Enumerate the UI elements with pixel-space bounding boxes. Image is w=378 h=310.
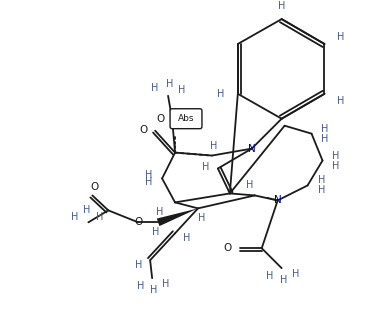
Text: H: H <box>96 212 104 222</box>
Text: H: H <box>71 212 78 222</box>
Text: H: H <box>210 141 218 151</box>
Text: H: H <box>217 89 225 99</box>
Text: H: H <box>338 32 345 42</box>
Text: H: H <box>166 79 174 89</box>
Text: H: H <box>333 151 340 161</box>
Text: H: H <box>291 269 299 279</box>
Text: H: H <box>137 281 144 291</box>
Text: H: H <box>150 285 158 295</box>
Text: H: H <box>152 227 160 237</box>
Text: H: H <box>135 260 142 270</box>
Text: H: H <box>321 134 328 144</box>
FancyBboxPatch shape <box>170 109 202 129</box>
Text: O: O <box>90 183 99 193</box>
Polygon shape <box>157 208 198 226</box>
Text: H: H <box>266 271 274 281</box>
Text: H: H <box>156 207 164 217</box>
Text: H: H <box>280 275 287 285</box>
Text: H: H <box>338 96 345 106</box>
Text: H: H <box>278 1 285 11</box>
Text: H: H <box>246 180 254 190</box>
Text: H: H <box>318 175 325 185</box>
Text: H: H <box>145 170 152 179</box>
Text: O: O <box>139 125 147 135</box>
Text: H: H <box>321 124 328 134</box>
Text: O: O <box>134 217 142 227</box>
Text: H: H <box>183 233 191 243</box>
Text: H: H <box>318 185 325 195</box>
Text: H: H <box>333 161 340 171</box>
Text: H: H <box>151 83 158 93</box>
Text: H: H <box>178 85 186 95</box>
Text: Abs: Abs <box>178 114 194 123</box>
Text: O: O <box>224 243 232 253</box>
Text: H: H <box>198 213 206 223</box>
Text: H: H <box>83 205 90 215</box>
Text: H: H <box>201 162 209 171</box>
Text: H: H <box>162 279 169 289</box>
Text: N: N <box>248 144 256 153</box>
Text: H: H <box>145 177 152 188</box>
Text: O: O <box>157 114 165 124</box>
Text: N: N <box>274 195 282 206</box>
